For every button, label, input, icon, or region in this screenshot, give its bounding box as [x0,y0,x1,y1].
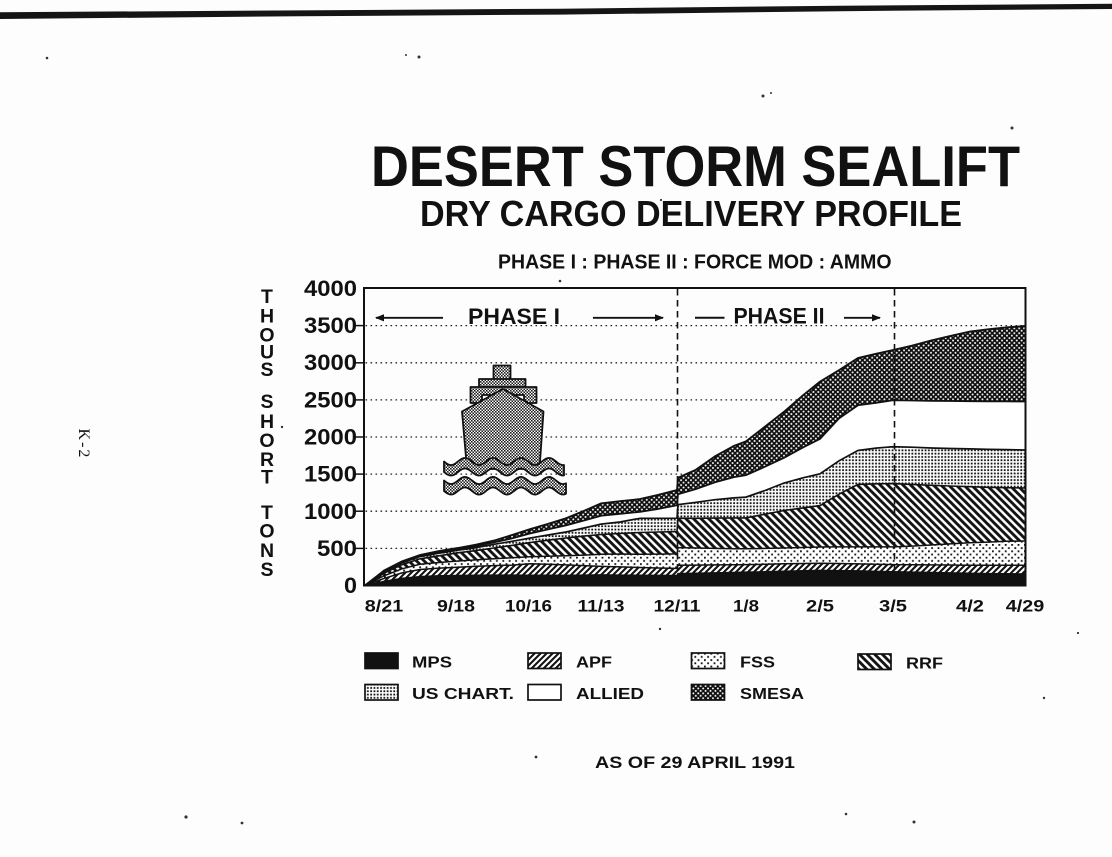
svg-text:O: O [259,521,274,543]
svg-text:3/5: 3/5 [879,597,907,616]
svg-text:SMESA: SMESA [740,686,804,703]
svg-text:H: H [260,306,274,328]
svg-text:ALLIED: ALLIED [576,686,644,703]
svg-text:1500: 1500 [304,462,357,487]
svg-text:2500: 2500 [304,387,357,412]
svg-text:3500: 3500 [304,313,357,338]
svg-text:R: R [260,449,274,471]
svg-text:APF: APF [576,655,612,672]
svg-text:T: T [261,467,273,489]
svg-text:11/13: 11/13 [578,597,625,616]
svg-text:4/29: 4/29 [1006,597,1045,616]
svg-text:RRF: RRF [906,656,943,673]
svg-text:H: H [260,411,274,433]
svg-text:N: N [260,540,274,562]
svg-text:12/11: 12/11 [654,597,701,616]
svg-text:AS OF 29 APRIL 1991: AS OF 29 APRIL 1991 [595,754,795,772]
svg-text:S: S [260,359,273,381]
svg-text:S: S [260,391,273,413]
svg-text:PHASE I : PHASE II : FORCE MOD: PHASE I : PHASE II : FORCE MOD : AMMO [498,252,892,274]
svg-text:S: S [260,559,273,581]
svg-text:MPS: MPS [412,655,452,672]
svg-text:PHASE II: PHASE II [734,304,825,329]
svg-text:1/8: 1/8 [733,597,759,616]
svg-text:500: 500 [317,536,357,561]
svg-text:DESERT STORM SEALIFT: DESERT STORM SEALIFT [371,135,1020,199]
svg-text:O: O [259,325,274,347]
svg-text:FSS: FSS [740,655,775,672]
svg-text:PHASE I: PHASE I [468,304,560,329]
svg-text:3000: 3000 [304,350,357,375]
svg-text:O: O [259,430,274,452]
svg-text:10/16: 10/16 [505,597,552,616]
svg-text:DRY CARGO DELIVERY PROFILE: DRY CARGO DELIVERY PROFILE [420,193,962,234]
svg-text:4/2: 4/2 [956,597,984,616]
svg-text:0: 0 [344,573,357,598]
svg-text:U: U [260,342,274,364]
svg-text:T: T [261,502,273,524]
svg-text:2/5: 2/5 [806,597,834,616]
svg-text:T: T [261,286,273,308]
svg-text:2000: 2000 [304,425,357,450]
svg-text:1000: 1000 [304,499,357,524]
svg-text:US CHART.: US CHART. [412,686,514,703]
svg-text:4000: 4000 [304,276,357,301]
svg-text:9/18: 9/18 [437,597,475,616]
svg-text:K-2: K-2 [75,429,92,460]
svg-text:8/21: 8/21 [365,597,404,616]
